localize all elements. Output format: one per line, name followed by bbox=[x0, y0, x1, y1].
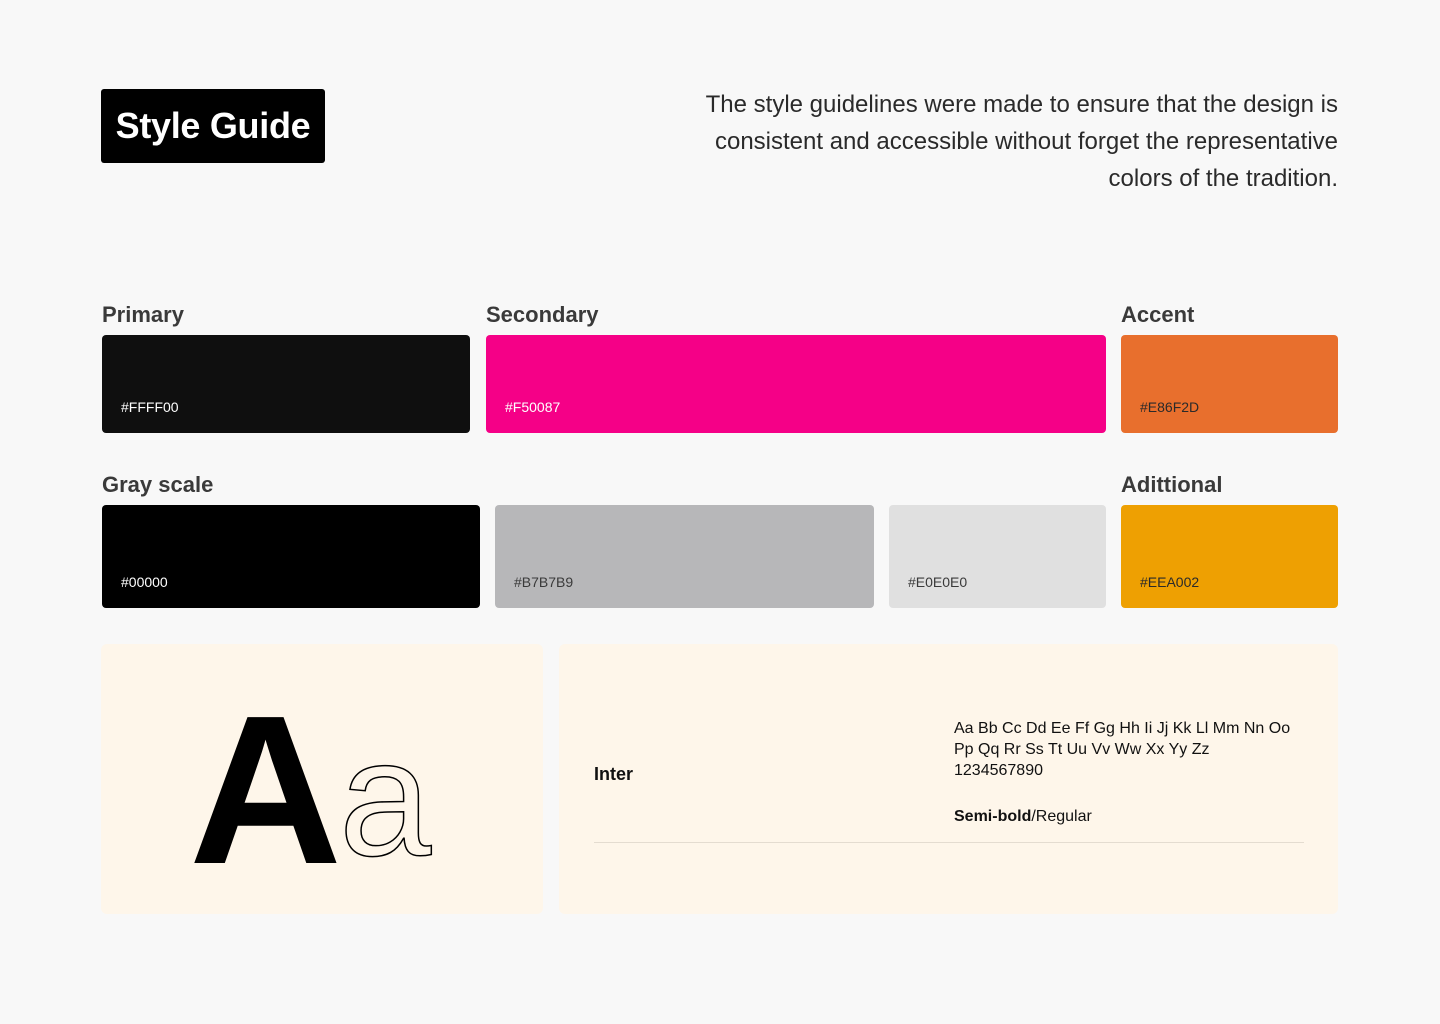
additional-label: Adittional bbox=[1121, 472, 1223, 497]
gray-color-code: #00000 bbox=[121, 574, 168, 590]
secondary-swatch: #F50087 bbox=[486, 335, 1106, 433]
font-family-name: Inter bbox=[594, 764, 634, 784]
type-details-card: Inter Aa Bb Cc Dd Ee Ff Gg Hh Ii Jj Kk L… bbox=[559, 644, 1338, 914]
gray-scale-label: Gray scale bbox=[102, 472, 214, 497]
secondary-color-code: #F50087 bbox=[505, 399, 561, 415]
secondary-label: Secondary bbox=[486, 302, 599, 327]
glyph-line-letters-2: Pp Qq Rr Ss Tt Uu Vv Ww Xx Yy Zz bbox=[954, 741, 1210, 758]
accent-label: Accent bbox=[1121, 302, 1195, 327]
page-title: Style Guide bbox=[115, 105, 311, 146]
accent-swatch: #E86F2D bbox=[1121, 335, 1338, 433]
intro-paragraph: The style guidelines were made to ensure… bbox=[705, 91, 1338, 192]
gray-color-code: #B7B7B9 bbox=[514, 574, 574, 590]
accent-color-code: #E86F2D bbox=[1140, 399, 1200, 415]
additional-swatch: #EEA002 bbox=[1121, 505, 1338, 608]
type-sample-card: A a bbox=[101, 644, 543, 914]
style-guide-title-box: Style Guide bbox=[101, 89, 325, 163]
sample-lowercase-a-outline: a bbox=[338, 706, 432, 891]
font-weights: Semi-bold/Regular bbox=[954, 808, 1092, 826]
sample-uppercase-a: A bbox=[189, 671, 343, 908]
glyph-set: Aa Bb Cc Dd Ee Ff Gg Hh Ii Jj Kk Ll Mm N… bbox=[954, 718, 1314, 781]
gray-color-code: #E0E0E0 bbox=[908, 574, 968, 590]
gray-swatch-medium: #B7B7B9 bbox=[495, 505, 874, 608]
primary-label: Primary bbox=[102, 302, 184, 327]
weight-semibold: Semi-bold bbox=[954, 808, 1032, 825]
additional-color-code: #EEA002 bbox=[1140, 574, 1200, 590]
glyph-line-numbers: 1234567890 bbox=[954, 762, 1043, 779]
glyph-line-letters-1: Aa Bb Cc Dd Ee Ff Gg Hh Ii Jj Kk Ll Mm N… bbox=[954, 720, 1291, 737]
gray-swatch-black: #00000 bbox=[102, 505, 480, 608]
weight-regular: /Regular bbox=[1031, 808, 1092, 825]
gray-swatch-light: #E0E0E0 bbox=[889, 505, 1106, 608]
primary-color-code: #FFFF00 bbox=[121, 399, 179, 415]
details-divider bbox=[594, 842, 1304, 843]
primary-swatch: #FFFF00 bbox=[102, 335, 470, 433]
